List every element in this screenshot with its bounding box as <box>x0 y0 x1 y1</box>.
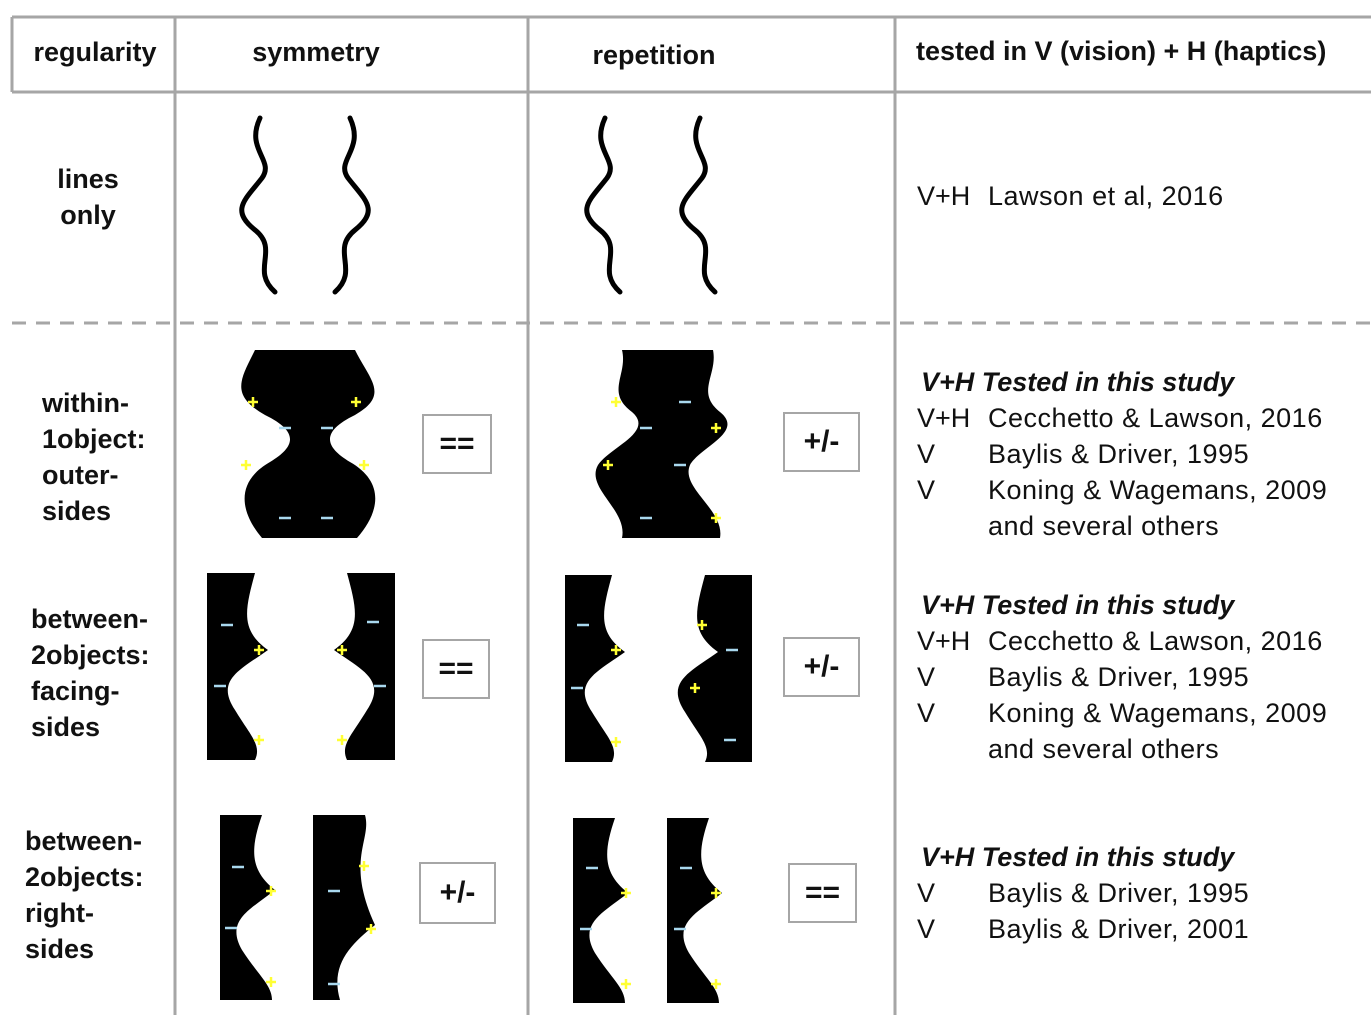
plus-marker <box>603 460 613 470</box>
row-label: facing- <box>31 676 120 706</box>
plus-marker <box>711 423 721 433</box>
column-header: repetition <box>592 40 715 70</box>
reference-text: Lawson et al, 2016 <box>988 181 1224 211</box>
result-symbol: +/- <box>804 650 840 683</box>
plus-marker <box>248 397 258 407</box>
study-highlight: V+H Tested in this study <box>921 842 1236 872</box>
column-header: regularity <box>33 37 156 67</box>
plus-marker <box>711 513 721 523</box>
table-grid <box>10 15 1371 1015</box>
column-header: tested in V (vision) + H (haptics) <box>916 36 1326 66</box>
contour-line <box>679 115 718 295</box>
reference-text: Baylis & Driver, 1995 <box>988 439 1249 469</box>
plus-marker <box>366 924 376 934</box>
result-badge <box>783 412 860 472</box>
reference-modality: V+H <box>917 403 970 433</box>
row-label: right- <box>25 898 94 928</box>
plus-marker <box>254 735 264 745</box>
plus-marker <box>266 886 276 896</box>
result-symbol: == <box>805 876 840 909</box>
reference-text: Koning & Wagemans, 2009 <box>988 698 1327 728</box>
object-shape <box>241 350 376 538</box>
object-shape <box>313 815 375 1000</box>
reference-text: Koning & Wagemans, 2009 <box>988 475 1327 505</box>
reference-modality: V <box>917 878 935 908</box>
result-symbol: == <box>438 652 473 685</box>
object-shape <box>334 573 395 760</box>
study-highlight: V+H Tested in this study <box>921 590 1236 620</box>
plus-marker <box>254 645 264 655</box>
row-label: only <box>60 200 116 230</box>
plus-marker <box>359 460 369 470</box>
row-label: 1object: <box>42 424 146 454</box>
plus-marker <box>621 888 631 898</box>
result-badge <box>422 639 490 699</box>
object-shape <box>667 818 722 1003</box>
row-label: outer- <box>42 460 119 490</box>
reference-text: Baylis & Driver, 2001 <box>988 914 1249 944</box>
study-highlight: V+H Tested in this study <box>921 367 1236 397</box>
reference-modality: V <box>917 475 935 505</box>
reference-text: and several others <box>988 734 1219 764</box>
plus-marker <box>337 645 347 655</box>
object-shape <box>595 350 728 538</box>
row-label: sides <box>25 934 94 964</box>
illustrations <box>207 115 752 1003</box>
row-label: between- <box>25 826 142 856</box>
result-badge <box>422 414 492 474</box>
reference-modality: V <box>917 698 935 728</box>
reference-modality: V+H <box>917 181 970 211</box>
result-symbol: == <box>439 427 474 460</box>
plus-marker <box>351 397 361 407</box>
row-label: within- <box>41 388 129 418</box>
reference-text: Baylis & Driver, 1995 <box>988 878 1249 908</box>
plus-marker <box>711 888 721 898</box>
object-shape <box>565 575 625 762</box>
object-shape <box>677 575 752 762</box>
plus-marker <box>337 735 347 745</box>
result-symbol: +/- <box>440 876 476 909</box>
contour-line <box>239 115 278 295</box>
object-shape <box>220 815 275 1000</box>
row-label: lines <box>57 164 119 194</box>
row-label: sides <box>31 712 100 742</box>
contour-line <box>332 115 371 295</box>
result-badge <box>788 863 857 923</box>
plus-marker <box>241 460 251 470</box>
reference-modality: V <box>917 662 935 692</box>
plus-marker <box>611 397 621 407</box>
reference-text: Cecchetto & Lawson, 2016 <box>988 403 1323 433</box>
reference-text: Baylis & Driver, 1995 <box>988 662 1249 692</box>
plus-marker <box>621 979 631 989</box>
result-badge <box>783 637 860 697</box>
row-label: sides <box>42 496 111 526</box>
plus-marker <box>690 683 700 693</box>
plus-marker <box>611 645 621 655</box>
reference-modality: V <box>917 914 935 944</box>
object-shape <box>207 573 268 760</box>
curvature-markers <box>214 397 738 989</box>
row-label: 2objects: <box>25 862 144 892</box>
reference-text: and several others <box>988 511 1219 541</box>
plus-marker <box>359 861 369 871</box>
plus-marker <box>711 979 721 989</box>
plus-marker <box>611 737 621 747</box>
column-header: symmetry <box>252 37 380 67</box>
plus-marker <box>266 977 276 987</box>
reference-modality: V <box>917 439 935 469</box>
result-badge <box>419 862 496 924</box>
row-label: 2objects: <box>31 640 150 670</box>
plus-marker <box>697 620 707 630</box>
row-label: between- <box>31 604 148 634</box>
reference-text: Cecchetto & Lawson, 2016 <box>988 626 1323 656</box>
contour-line <box>584 115 623 295</box>
object-shape <box>573 818 628 1003</box>
result-symbol: +/- <box>804 425 840 458</box>
reference-modality: V+H <box>917 626 970 656</box>
